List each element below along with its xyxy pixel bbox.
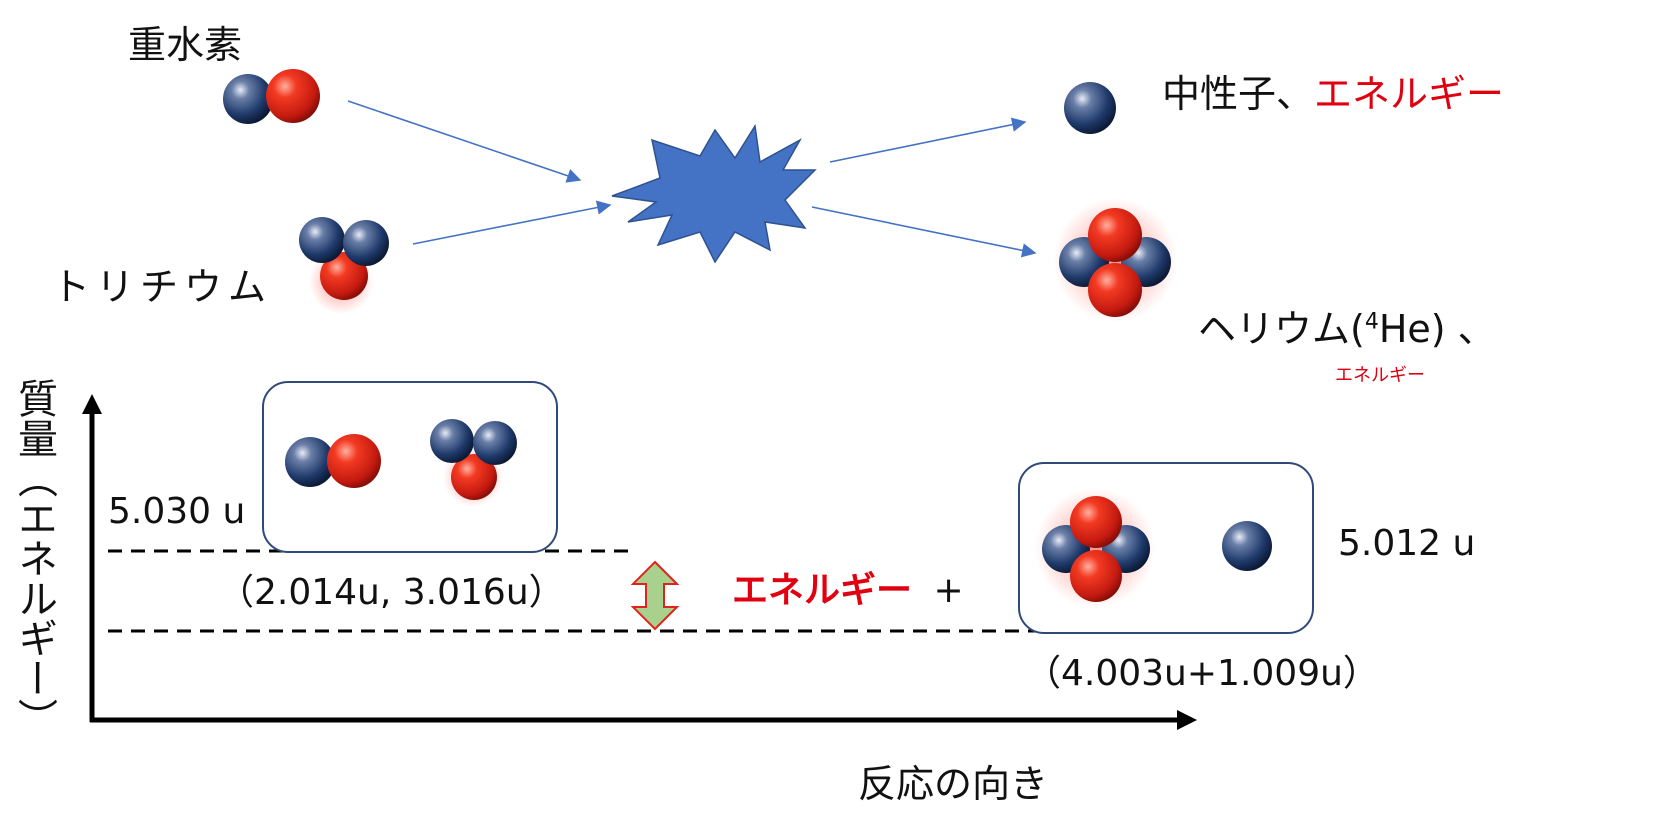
deuterium-arrow	[347, 100, 582, 183]
plus-sign: +	[933, 570, 964, 611]
deuterium-nucleus-icon	[223, 69, 320, 124]
y-axis-label: 質量（エネルギー）	[11, 378, 57, 738]
fusion-burst-icon	[611, 123, 817, 264]
x-axis-arrowhead	[1177, 710, 1197, 730]
helium-product-label: ヘリウム(4He) 、	[1198, 298, 1496, 353]
reactant-breakdown-label: （2.014u, 3.016u）	[218, 572, 565, 613]
tritium-label: トリチウム	[52, 265, 273, 309]
helium-label: ヘリウム(	[1198, 307, 1365, 351]
tritium-arrow	[412, 200, 612, 245]
neutron-icon	[1064, 82, 1116, 134]
helium-nucleus-icon	[1053, 198, 1177, 322]
helium-mass-number: 4	[1364, 309, 1379, 335]
neutron-label: 中性子、	[1162, 72, 1315, 116]
energy-release-label: エネルギー +	[732, 561, 964, 613]
x-axis-label: 反応の向き	[858, 762, 1049, 806]
helium-energy-label: エネルギー	[1335, 365, 1425, 386]
y-axis-arrowhead	[82, 394, 102, 414]
energy-label: エネルギー	[732, 570, 913, 611]
energy-gap-arrow-icon	[630, 560, 680, 631]
reactant-box	[262, 381, 558, 553]
product-box	[1018, 462, 1314, 634]
product-breakdown-label: （4.003u+1.009u）	[1025, 653, 1379, 694]
helium-symbol: He) 、	[1378, 307, 1496, 351]
helium-arrow	[811, 206, 1037, 258]
reactant-mass-label: 5.030 u	[108, 491, 246, 532]
neutron-energy-label: エネルギー	[1314, 72, 1505, 116]
tritium-nucleus-icon	[299, 217, 389, 314]
neutron-product-label: 中性子、エネルギー	[1162, 63, 1504, 118]
deuterium-label: 重水素	[128, 23, 243, 67]
neutron-arrow	[829, 117, 1027, 163]
product-mass-label: 5.012 u	[1338, 523, 1476, 564]
